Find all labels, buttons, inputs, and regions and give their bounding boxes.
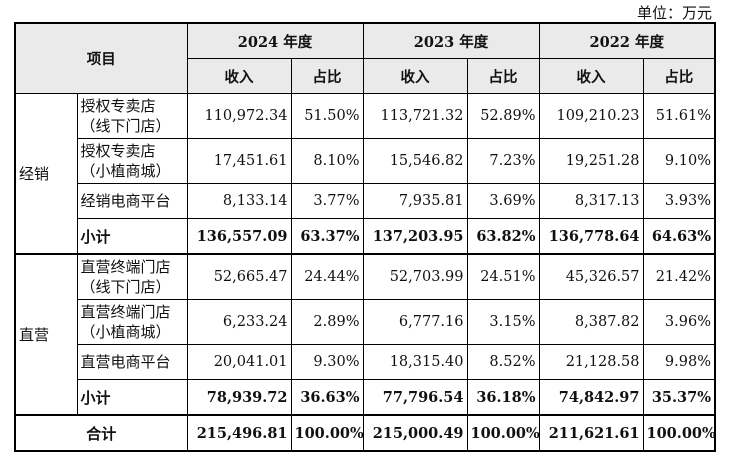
- revenue-cell: 52,703.99: [362, 253, 468, 300]
- table-row: 授权专卖店 （小植商城） 17,451.61 8.10% 15,546.82 7.23% 1…: [15, 138, 716, 184]
- row-item-label: 直营电商平台: [76, 344, 188, 380]
- share-cell: 51.61%: [642, 93, 716, 139]
- revenue-cell: 19,251.28: [538, 138, 644, 184]
- header-revenue: 收入: [362, 58, 468, 94]
- subtotal-revenue-cell: 74,842.97: [538, 379, 644, 416]
- header-share: 占比: [290, 58, 364, 94]
- unit-note: 单位：万元: [636, 4, 712, 22]
- header-revenue: 收入: [186, 58, 292, 94]
- share-cell: 3.69%: [466, 183, 540, 219]
- share-cell: 9.98%: [642, 344, 716, 380]
- share-cell: 3.15%: [466, 299, 540, 345]
- subtotal-share-cell: 36.18%: [466, 379, 540, 416]
- share-cell: 24.51%: [466, 253, 540, 300]
- revenue-cell: 109,210.23: [538, 93, 644, 139]
- table-row: 经销电商平台 8,133.14 3.77% 7,935.81 3.69% 8,317.13…: [15, 183, 716, 219]
- row-item-label: 直营终端门店 （小植商城）: [76, 299, 188, 345]
- revenue-cell: 15,546.82: [362, 138, 468, 184]
- row-item-label: 直营终端门店 （线下门店）: [76, 253, 188, 300]
- revenue-cell: 110,972.34: [186, 93, 292, 139]
- table-row: 直营终端门店 （小植商城） 6,233.24 2.89% 6,777.16 3.15% 8,…: [15, 299, 716, 345]
- subtotal-revenue-cell: 137,203.95: [362, 218, 468, 255]
- row-item-label: 授权专卖店 （小植商城）: [76, 138, 188, 184]
- share-cell: 24.44%: [290, 253, 364, 300]
- table-row: 直营电商平台 20,041.01 9.30% 18,315.40 8.52% 21,128…: [15, 344, 716, 380]
- total-share-cell: 100.00%: [466, 414, 540, 452]
- revenue-table: 项目 2024 年度 2023 年度 2022 年度 收入 占比 收入 占比 收…: [14, 22, 716, 452]
- subtotal-revenue-cell: 136,557.09: [186, 218, 292, 255]
- share-cell: 2.89%: [290, 299, 364, 345]
- subtotal-row: 小计 78,939.72 36.63% 77,796.54 36.18% 74,842.9…: [15, 379, 716, 416]
- revenue-cell: 8,387.82: [538, 299, 644, 345]
- share-cell: 3.77%: [290, 183, 364, 219]
- header-year: 2023 年度: [362, 22, 540, 59]
- group-label: 直营: [14, 253, 78, 416]
- share-cell: 9.30%: [290, 344, 364, 380]
- subtotal-revenue-cell: 78,939.72: [186, 379, 292, 416]
- group-label: 经销: [14, 93, 78, 255]
- total-row: 合计 215,496.81 100.00% 215,000.49 100.00% 211,…: [14, 414, 716, 452]
- table-row: 直营 直营终端门店 （线下门店） 52,665.47 24.44% 52,703.99 24…: [14, 253, 716, 416]
- total-revenue-cell: 215,496.81: [186, 414, 292, 452]
- revenue-cell: 8,133.14: [186, 183, 292, 219]
- revenue-cell: 20,041.01: [186, 344, 292, 380]
- revenue-cell: 21,128.58: [538, 344, 644, 380]
- share-cell: 3.93%: [642, 183, 716, 219]
- subtotal-share-cell: 63.82%: [466, 218, 540, 255]
- subtotal-row: 小计 136,557.09 63.37% 137,203.95 63.82% 136,77…: [15, 218, 716, 255]
- revenue-cell: 6,777.16: [362, 299, 468, 345]
- revenue-cell: 8,317.13: [538, 183, 644, 219]
- table-row: 经销 授权专卖店 （线下门店） 110,972.34 51.50% 113,721.32 5…: [14, 93, 716, 255]
- subtotal-share-cell: 35.37%: [642, 379, 716, 416]
- row-item-label: 经销电商平台: [76, 183, 188, 219]
- revenue-cell: 6,233.24: [186, 299, 292, 345]
- share-cell: 8.10%: [290, 138, 364, 184]
- header-year: 2022 年度: [538, 22, 716, 59]
- share-cell: 9.10%: [642, 138, 716, 184]
- header-revenue: 收入: [538, 58, 644, 94]
- revenue-cell: 52,665.47: [186, 253, 292, 300]
- subtotal-share-cell: 63.37%: [290, 218, 364, 255]
- share-cell: 21.42%: [642, 253, 716, 300]
- total-revenue-cell: 215,000.49: [362, 414, 468, 452]
- total-revenue-cell: 211,621.61: [538, 414, 644, 452]
- subtotal-label: 小计: [76, 379, 188, 416]
- total-share-cell: 100.00%: [290, 414, 364, 452]
- revenue-cell: 113,721.32: [362, 93, 468, 139]
- subtotal-revenue-cell: 136,778.64: [538, 218, 644, 255]
- row-item-label: 授权专卖店 （线下门店）: [76, 93, 188, 139]
- subtotal-revenue-cell: 77,796.54: [362, 379, 468, 416]
- revenue-cell: 17,451.61: [186, 138, 292, 184]
- share-cell: 3.96%: [642, 299, 716, 345]
- share-cell: 51.50%: [290, 93, 364, 139]
- revenue-cell: 45,326.57: [538, 253, 644, 300]
- subtotal-share-cell: 36.63%: [290, 379, 364, 416]
- subtotal-share-cell: 64.63%: [642, 218, 716, 255]
- share-cell: 8.52%: [466, 344, 540, 380]
- subtotal-label: 小计: [76, 218, 188, 255]
- revenue-cell: 7,935.81: [362, 183, 468, 219]
- header-year: 2024 年度: [186, 22, 364, 59]
- table-body: 经销 授权专卖店 （线下门店） 110,972.34 51.50% 113,721.32 5…: [14, 93, 716, 452]
- table-header: 项目 2024 年度 2023 年度 2022 年度 收入 占比 收入 占比 收…: [14, 22, 716, 94]
- share-cell: 7.23%: [466, 138, 540, 184]
- total-share-cell: 100.00%: [642, 414, 716, 452]
- revenue-cell: 18,315.40: [362, 344, 468, 380]
- header-share: 占比: [466, 58, 540, 94]
- header-share: 占比: [642, 58, 716, 94]
- total-label: 合计: [14, 414, 188, 452]
- share-cell: 52.89%: [466, 93, 540, 139]
- header-item: 项目: [14, 22, 188, 94]
